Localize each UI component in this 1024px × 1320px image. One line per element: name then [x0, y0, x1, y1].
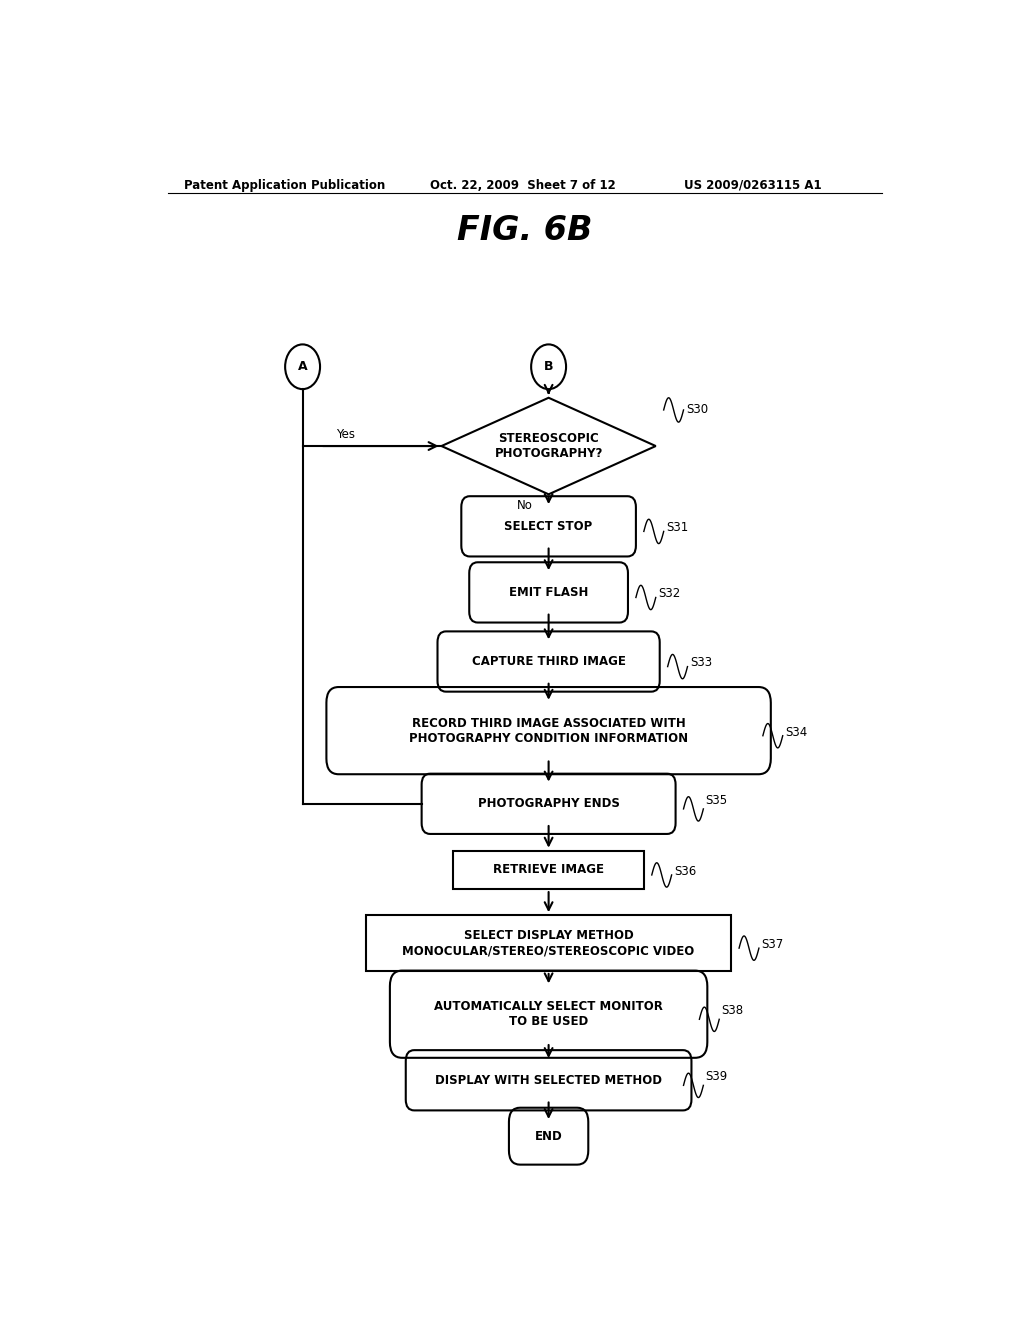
Text: EMIT FLASH: EMIT FLASH	[509, 586, 589, 599]
Text: S35: S35	[706, 793, 728, 807]
Text: S36: S36	[674, 865, 696, 878]
Text: SELECT DISPLAY METHOD
MONOCULAR/STEREO/STEREOSCOPIC VIDEO: SELECT DISPLAY METHOD MONOCULAR/STEREO/S…	[402, 929, 694, 957]
Text: A: A	[298, 360, 307, 374]
Text: S32: S32	[658, 587, 680, 601]
Text: Patent Application Publication: Patent Application Publication	[183, 178, 385, 191]
Text: B: B	[544, 360, 553, 374]
Bar	[367, 915, 731, 972]
Text: RETRIEVE IMAGE: RETRIEVE IMAGE	[494, 863, 604, 876]
Text: US 2009/0263115 A1: US 2009/0263115 A1	[684, 178, 821, 191]
Text: DISPLAY WITH SELECTED METHOD: DISPLAY WITH SELECTED METHOD	[435, 1073, 663, 1086]
Text: No: No	[517, 499, 532, 512]
Text: S39: S39	[706, 1071, 728, 1084]
Text: S37: S37	[761, 939, 783, 950]
Text: RECORD THIRD IMAGE ASSOCIATED WITH
PHOTOGRAPHY CONDITION INFORMATION: RECORD THIRD IMAGE ASSOCIATED WITH PHOTO…	[409, 717, 688, 744]
Text: S34: S34	[785, 726, 807, 739]
Text: AUTOMATICALLY SELECT MONITOR
TO BE USED: AUTOMATICALLY SELECT MONITOR TO BE USED	[434, 1001, 664, 1028]
Text: PHOTOGRAPHY ENDS: PHOTOGRAPHY ENDS	[477, 797, 620, 810]
Text: Oct. 22, 2009  Sheet 7 of 12: Oct. 22, 2009 Sheet 7 of 12	[430, 178, 615, 191]
Text: CAPTURE THIRD IMAGE: CAPTURE THIRD IMAGE	[472, 655, 626, 668]
Text: FIG. 6B: FIG. 6B	[457, 214, 593, 247]
Text: END: END	[535, 1130, 562, 1143]
Text: S33: S33	[690, 656, 712, 669]
Text: Yes: Yes	[336, 428, 355, 441]
Text: S31: S31	[666, 521, 688, 535]
Text: S38: S38	[722, 1005, 743, 1016]
Text: S30: S30	[686, 403, 708, 416]
Text: STEREOSCOPIC
PHOTOGRAPHY?: STEREOSCOPIC PHOTOGRAPHY?	[495, 432, 603, 461]
Text: SELECT STOP: SELECT STOP	[505, 520, 593, 533]
Bar	[454, 850, 644, 890]
